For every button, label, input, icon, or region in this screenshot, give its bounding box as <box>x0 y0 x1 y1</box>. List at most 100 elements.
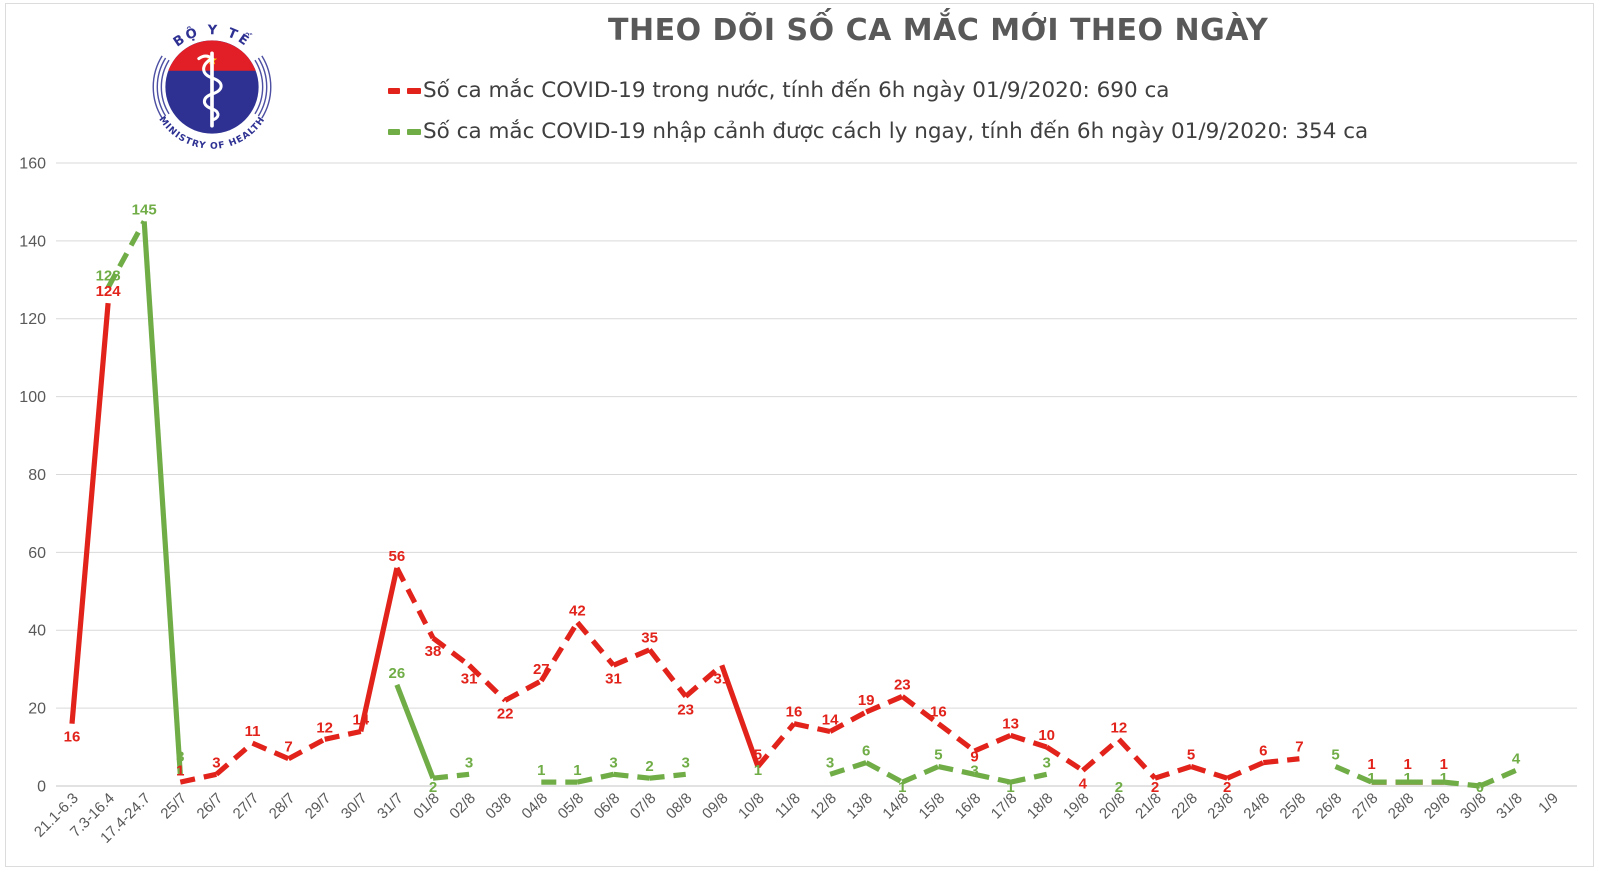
data-label: 7 <box>284 739 292 756</box>
series-line-1 <box>105 220 1518 789</box>
data-label: 12 <box>316 719 333 736</box>
rod-of-asclepius-icon <box>197 51 223 128</box>
gridlines <box>56 162 1577 787</box>
data-label: 1 <box>1404 770 1412 787</box>
series-0-segment <box>1081 737 1121 773</box>
data-label: 3 <box>682 754 690 771</box>
data-label: 38 <box>425 643 442 660</box>
x-axis-label: 27/8 <box>1349 790 1382 823</box>
data-label: 14 <box>822 711 839 728</box>
data-label: 23 <box>677 701 694 718</box>
x-axis-label: 27/7 <box>230 790 263 823</box>
series-1-segment <box>1010 771 1048 785</box>
data-label: 31 <box>605 670 622 687</box>
data-label: 56 <box>389 548 406 565</box>
x-axis-label: 14/8 <box>879 790 912 823</box>
data-label: 1 <box>573 762 581 779</box>
x-axis-label: 10/8 <box>735 790 768 823</box>
series-1-segment <box>649 771 686 781</box>
series-1-segment <box>1334 764 1373 785</box>
data-label: 22 <box>497 705 514 722</box>
data-label: 3 <box>176 748 184 765</box>
data-label: 3 <box>465 754 473 771</box>
y-axis-label: 60 <box>28 545 46 562</box>
data-label: 5 <box>754 747 762 764</box>
data-label: 1 <box>754 762 762 779</box>
series-0-segment <box>503 678 543 703</box>
data-label: 1 <box>1404 756 1412 773</box>
series-0-segment <box>612 647 651 668</box>
x-axis-label: 02/8 <box>446 790 479 823</box>
series-0-segment <box>828 709 868 734</box>
x-axis-label: 28/8 <box>1385 790 1418 823</box>
x-axis-label: 26/8 <box>1313 790 1346 823</box>
data-label: 124 <box>96 283 122 300</box>
data-label: 2 <box>1115 779 1123 796</box>
x-axis-labels: 21.1-6.37.3-16.417.4-24.7 25/7 26/7 27/7 28/… <box>31 790 1562 847</box>
x-axis-label: 06/8 <box>591 790 624 823</box>
series-0-segment <box>755 722 796 769</box>
x-axis-label: 29/7 <box>302 790 335 823</box>
series-0-segment <box>1009 732 1048 750</box>
data-label: 35 <box>641 630 658 647</box>
x-axis-label: 1/9 <box>1535 790 1562 817</box>
y-axis-label: 40 <box>28 623 46 640</box>
data-label: 145 <box>132 201 157 218</box>
data-label: 3 <box>212 754 220 771</box>
legend-label: Số ca mắc COVID-19 nhập cảnh được cách l… <box>423 119 1369 144</box>
series-1-segment <box>973 771 1012 785</box>
data-label: 19 <box>858 692 875 709</box>
series-1-segment <box>576 771 615 785</box>
data-label: 11 <box>245 723 261 740</box>
legend-item-1: Số ca mắc COVID-19 nhập cảnh được cách l… <box>388 111 1368 152</box>
data-label: 42 <box>569 602 586 619</box>
series-0-segment <box>287 736 326 762</box>
x-axis-label: 01/8 <box>410 790 443 823</box>
data-label: 6 <box>862 743 870 760</box>
x-axis-label: 30/8 <box>1457 790 1490 823</box>
series-0-segment <box>1045 744 1085 773</box>
series-0-segment <box>1263 756 1300 766</box>
x-axis-label: 19/8 <box>1060 790 1093 823</box>
series-1-segment <box>141 221 183 775</box>
x-axis-label: 26/7 <box>194 790 227 823</box>
x-axis-label: 23/8 <box>1204 790 1237 823</box>
series-0-segment <box>214 741 255 777</box>
y-axis-labels: 0 20 40 60 80 100 120 140 160 <box>19 155 46 795</box>
data-label: 1 <box>1367 756 1375 773</box>
data-label: 31 <box>713 670 730 687</box>
series-1-segment <box>937 763 976 777</box>
series-1-segment <box>829 760 868 777</box>
y-axis-label: 80 <box>28 467 46 484</box>
x-axis-label: 24/8 <box>1240 790 1273 823</box>
legend-dash-icon <box>388 128 400 135</box>
data-label: 2 <box>429 779 437 796</box>
series-0-segment <box>69 302 111 724</box>
x-axis-label: 12/8 <box>807 790 840 823</box>
series-0-segment <box>936 721 977 754</box>
series-0-segment <box>793 721 831 735</box>
chart-title: THEO DÕI SỐ CA MẮC MỚI THEO NGÀY <box>608 13 1269 48</box>
data-label: 0 <box>1476 779 1484 796</box>
y-axis-label: 140 <box>19 233 46 250</box>
x-axis-label: 13/8 <box>843 790 876 823</box>
series-0-segment <box>431 635 471 668</box>
series-1-segment <box>613 771 650 781</box>
data-label: 4 <box>1512 750 1521 767</box>
data-label: 1 <box>1367 770 1375 787</box>
logo-svg: ★ BỘ Y TẾ MINISTRY OF HEALTH <box>152 22 272 152</box>
x-axis-label: 04/8 <box>518 790 551 823</box>
series-1-segment <box>432 771 470 781</box>
series-0-segment <box>467 663 508 703</box>
data-label: 1 <box>1006 779 1014 796</box>
data-label: 4 <box>1079 775 1088 792</box>
series-0-segment <box>251 740 290 762</box>
data-label: 27 <box>533 661 550 678</box>
legend-dash-icon <box>407 128 421 135</box>
data-label: 16 <box>930 704 947 721</box>
x-axis-label: 25/7 <box>157 790 190 823</box>
data-label: 6 <box>1259 743 1267 760</box>
series-0-segment <box>973 732 1012 754</box>
